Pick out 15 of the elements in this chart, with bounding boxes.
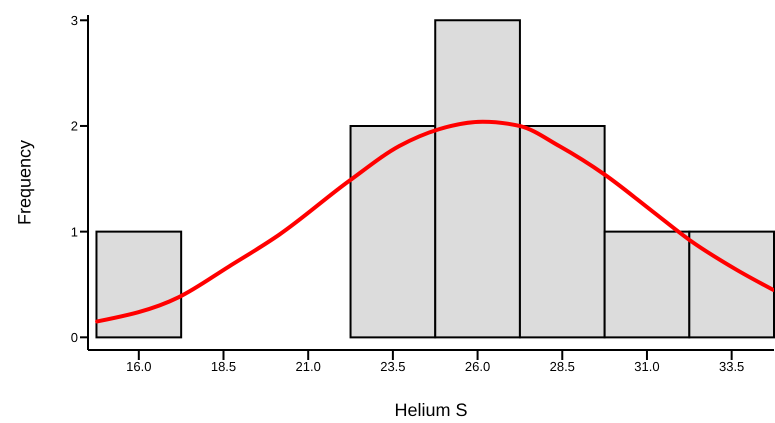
x-tick-label: 28.5 — [550, 359, 575, 374]
y-tick-label: 1 — [70, 224, 78, 240]
x-tick-label: 33.5 — [719, 359, 744, 374]
y-tick-label: 2 — [70, 118, 78, 134]
x-axis-title: Helium S — [394, 400, 468, 420]
y-axis-title: Frequency — [14, 140, 34, 226]
x-tick-label: 26.0 — [464, 359, 490, 374]
x-tick-label: 23.5 — [380, 359, 406, 374]
x-tick-label: 21.0 — [296, 359, 321, 374]
x-tick-label: 16.0 — [126, 359, 152, 374]
x-tick-label: 18.5 — [210, 359, 236, 374]
line-series — [95, 120, 774, 324]
x-tick-label: 31.0 — [634, 359, 660, 374]
y-tick-label: 3 — [70, 12, 78, 28]
y-tick-label: 0 — [70, 330, 78, 345]
